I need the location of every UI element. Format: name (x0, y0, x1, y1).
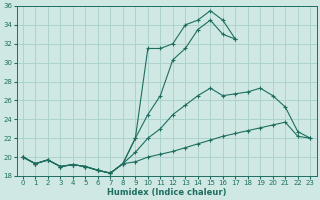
X-axis label: Humidex (Indice chaleur): Humidex (Indice chaleur) (107, 188, 226, 197)
